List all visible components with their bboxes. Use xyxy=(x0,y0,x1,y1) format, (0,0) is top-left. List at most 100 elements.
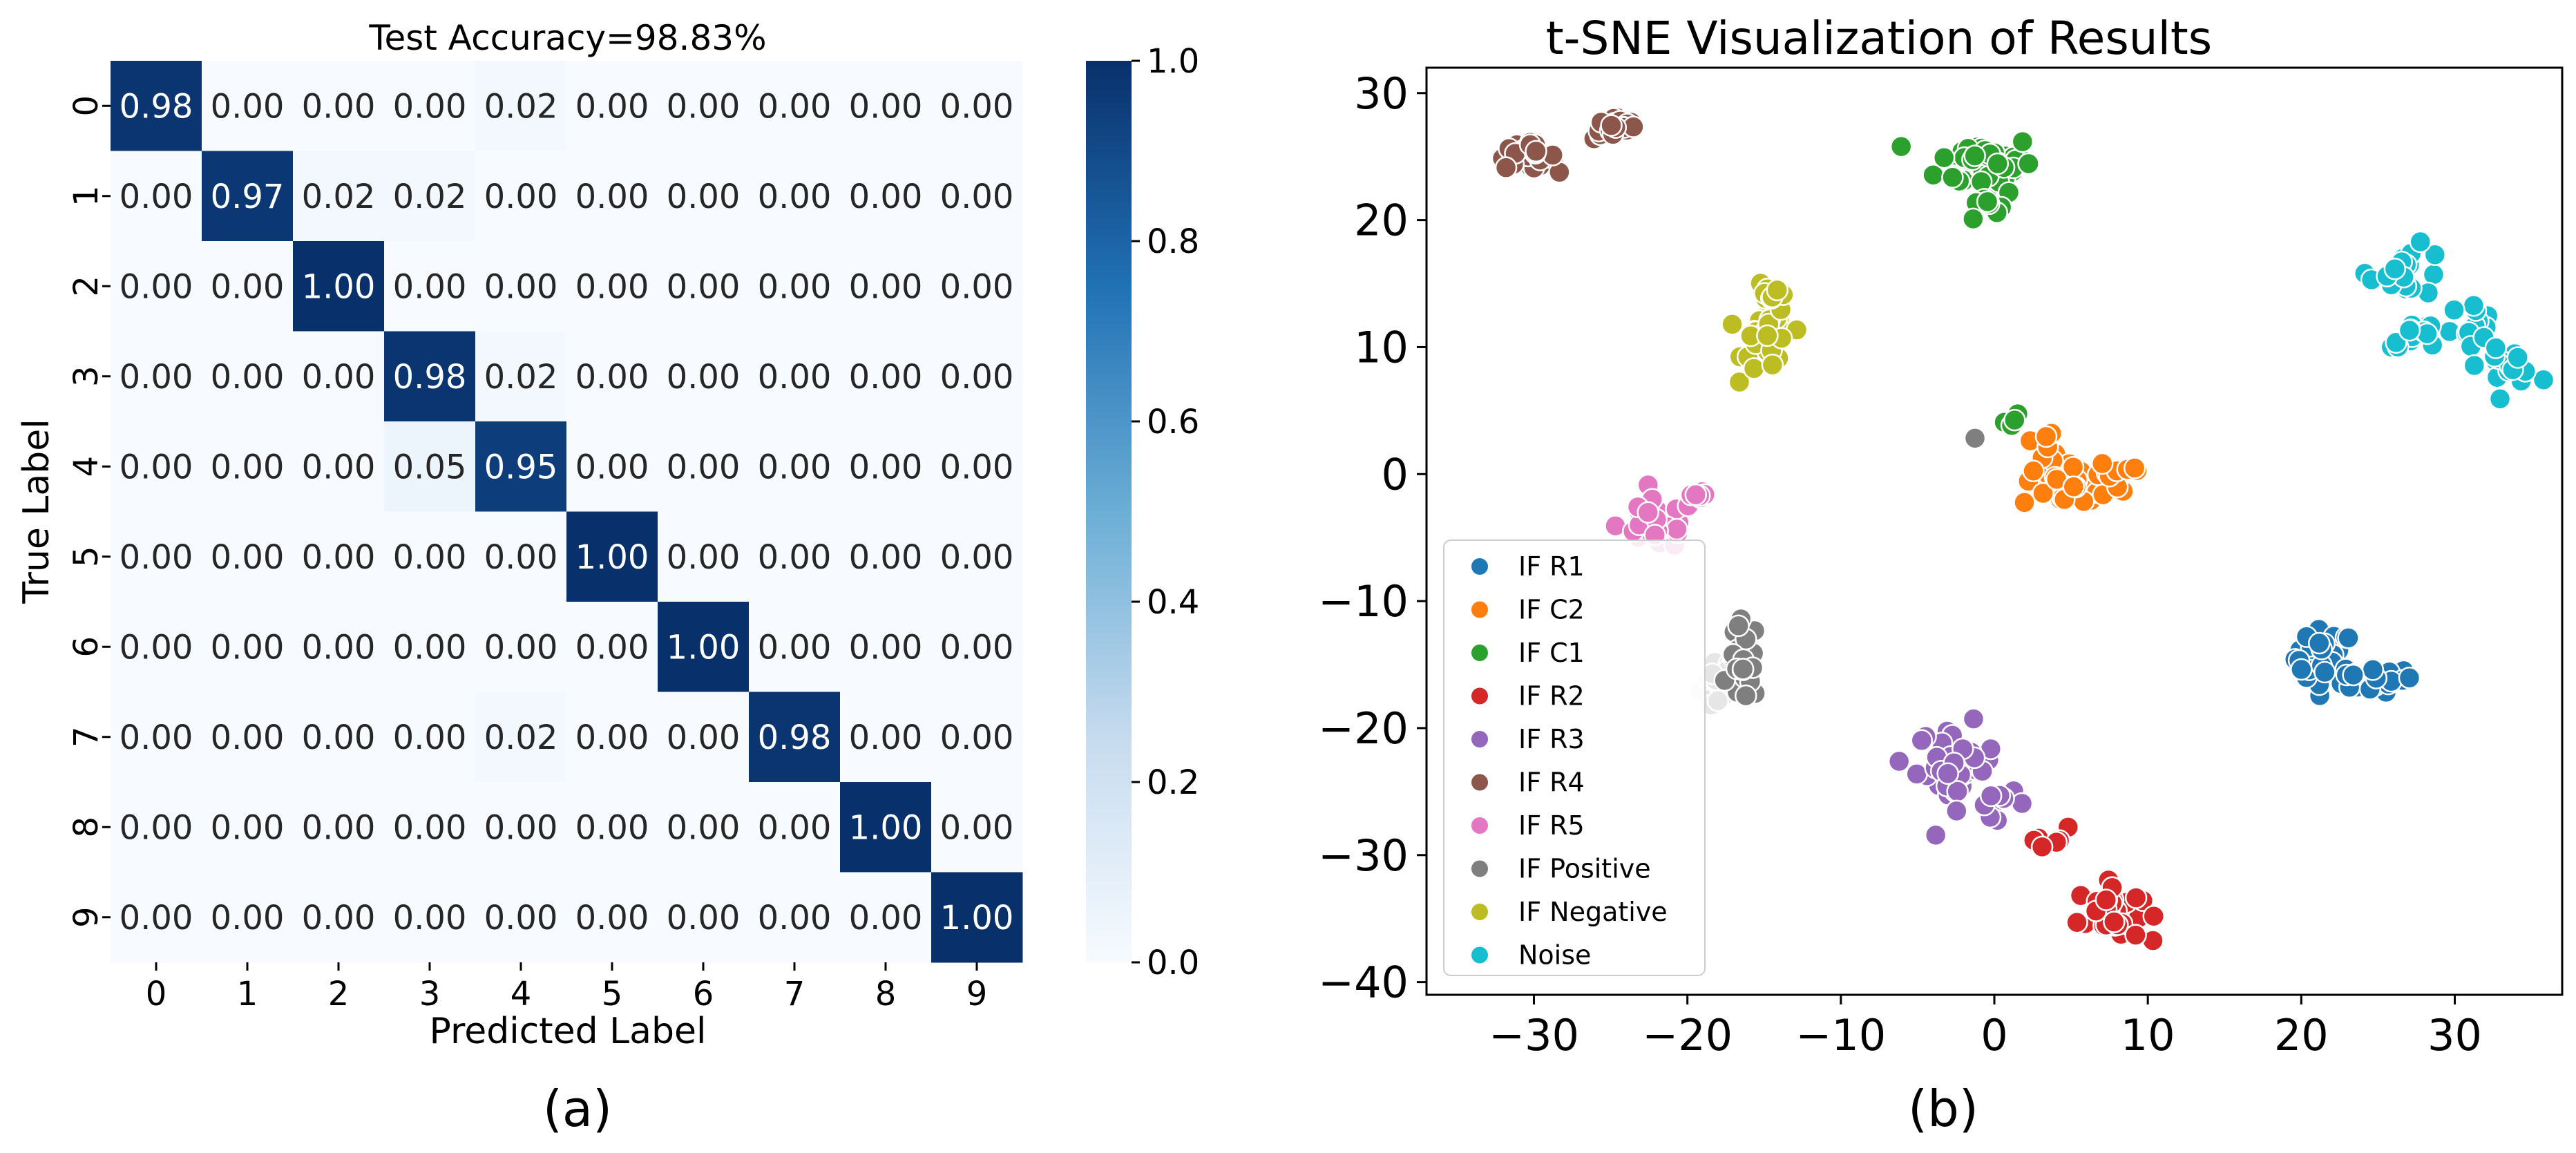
heatmap-cell-0-5 xyxy=(566,61,658,151)
scatter-point-if-r1 xyxy=(2361,658,2385,681)
heatmap-axes: 0 1 2 3 4 5 6 7 8 9 0 1 2 3 4 5 6 7 8 9 xyxy=(67,95,987,1013)
legend-marker-if-c2 xyxy=(1470,600,1489,620)
legend-marker-if-negative xyxy=(1470,902,1489,922)
heatmap-cell-label: 0.00 xyxy=(940,628,1014,667)
heatmap-cell-label: 0.00 xyxy=(667,538,741,577)
scatter-point-if-r3 xyxy=(1979,784,2003,808)
heatmap-y-tick-label: 3 xyxy=(67,365,106,387)
heatmap-cell-label: 0.00 xyxy=(393,87,467,126)
scatter-legend: IF R1 IF C2 IF C1 IF R2 IF R3 IF R4 IF R5 IF Po… xyxy=(1443,540,1706,976)
heatmap-cell-7-1 xyxy=(202,692,294,783)
heatmap-cell-5-9 xyxy=(931,511,1023,602)
heatmap-cell-8-4 xyxy=(475,782,567,873)
scatter-point-if-c1 xyxy=(1976,190,1999,213)
scatter-point-if-c2 xyxy=(2022,459,2045,483)
heatmap-y-tick-label: 2 xyxy=(67,276,106,297)
heatmap-cell-label: 0.00 xyxy=(758,538,832,577)
heatmap-cell-5-3 xyxy=(384,511,476,602)
scatter-point-if-r2 xyxy=(2095,888,2118,911)
heatmap-y-tick-label: 9 xyxy=(67,906,106,928)
panel-label-a: (a) xyxy=(543,1080,612,1138)
heatmap-cell-4-9 xyxy=(931,421,1023,512)
heatmap-cell-label: 0.98 xyxy=(758,718,832,757)
heatmap-cell-6-9 xyxy=(931,602,1023,692)
heatmap-cell-label: 0.00 xyxy=(302,628,376,667)
heatmap-cell-label: 0.00 xyxy=(575,808,649,847)
heatmap-cell-3-6 xyxy=(658,331,750,422)
scatter-point-if-c1 xyxy=(1932,146,1956,169)
heatmap-cell-label: 0.00 xyxy=(393,718,467,757)
heatmap-cell-1-9 xyxy=(931,151,1023,242)
heatmap-cell-label: 0.00 xyxy=(849,718,923,757)
heatmap-cell-label: 0.00 xyxy=(758,267,832,306)
heatmap-cell-2-1 xyxy=(202,241,294,332)
heatmap-cell-8-6 xyxy=(658,782,750,873)
scatter-point-if-c1 xyxy=(2011,130,2034,153)
heatmap-cell-label: 0.00 xyxy=(302,718,376,757)
heatmap-cell-8-9 xyxy=(931,782,1023,873)
heatmap-x-tick-label: 4 xyxy=(511,975,532,1013)
heatmap-cell-0-4 xyxy=(475,61,567,151)
scatter-point-noise xyxy=(2532,368,2555,392)
heatmap-cell-label: 0.00 xyxy=(667,358,741,397)
heatmap-cell-label: 0.00 xyxy=(120,538,193,577)
scatter-y-tick-label: −30 xyxy=(1318,830,1409,881)
heatmap-cell-7-0 xyxy=(111,692,202,783)
heatmap-cell-label: 0.00 xyxy=(667,448,741,486)
heatmap-cell-9-7 xyxy=(749,872,841,963)
scatter-x-tick-label: −10 xyxy=(1795,1010,1886,1060)
heatmap-x-tick-label: 9 xyxy=(966,975,988,1013)
heatmap-cell-label: 0.00 xyxy=(302,808,376,847)
scatter-point-if-r3 xyxy=(1945,799,1968,823)
heatmap-cell-label: 0.98 xyxy=(120,87,193,126)
heatmap-cell-3-0 xyxy=(111,331,202,422)
heatmap-cell-label: 1.00 xyxy=(849,808,923,847)
heatmap-cell-8-3 xyxy=(384,782,476,873)
scatter-point-if-c1 xyxy=(1889,135,1913,158)
heatmap-cell-label: 0.00 xyxy=(211,899,285,937)
heatmap-cell-2-5 xyxy=(566,241,658,332)
heatmap-cell-1-3 xyxy=(384,151,476,242)
heatmap-cell-4-8 xyxy=(840,421,932,512)
scatter-point-if-r3 xyxy=(1887,750,1911,773)
heatmap-cell-3-4 xyxy=(475,331,567,422)
heatmap-cell-8-2 xyxy=(293,782,385,873)
legend-label: IF R3 xyxy=(1518,724,1585,754)
heatmap-cell-6-1 xyxy=(202,602,294,692)
heatmap-cell-8-5 xyxy=(566,782,658,873)
heatmap-cell-label: 0.00 xyxy=(393,628,467,667)
heatmap-cells: 0.98 0.00 0.00 0.00 0.02 0.00 0.00 0.00 0.00 0.00… xyxy=(111,61,1023,963)
heatmap-cell-label: 0.00 xyxy=(575,178,649,216)
heatmap-cell-label: 0.00 xyxy=(211,87,285,126)
heatmap-xlabel: Predicted Label xyxy=(430,1011,707,1052)
heatmap-cell-1-8 xyxy=(840,151,932,242)
heatmap-cell-1-5 xyxy=(566,151,658,242)
heatmap-cell-label: 0.00 xyxy=(849,538,923,577)
colorbar-tick-label: 0.8 xyxy=(1147,222,1199,261)
heatmap-cell-label: 0.00 xyxy=(484,628,558,667)
heatmap-cell-5-8 xyxy=(840,511,932,602)
heatmap-cell-0-9 xyxy=(931,61,1023,151)
scatter-point-if-negative xyxy=(1761,353,1784,377)
heatmap-cell-7-2 xyxy=(293,692,385,783)
heatmap-cell-label: 0.00 xyxy=(575,87,649,126)
scatter-point-noise xyxy=(2423,243,2447,267)
scatter-point-if-negative xyxy=(1742,357,1766,380)
heatmap-cell-9-5 xyxy=(566,872,658,963)
heatmap-cell-label: 0.00 xyxy=(849,628,923,667)
heatmap-cell-label: 0.02 xyxy=(484,87,558,126)
heatmap-y-tick-label: 4 xyxy=(67,456,106,477)
scatter-point-if-c1 xyxy=(2003,408,2026,432)
scatter-x-tick-label: 0 xyxy=(1981,1010,2007,1060)
heatmap-cell-label: 0.00 xyxy=(211,448,285,486)
heatmap-cell-2-0 xyxy=(111,241,202,332)
heatmap-cell-label: 0.00 xyxy=(120,178,193,216)
scatter-y-tick-label: −10 xyxy=(1318,576,1409,627)
heatmap-cell-4-2 xyxy=(293,421,385,512)
legend-marker-if-positive xyxy=(1470,859,1489,879)
legend-marker-if-c1 xyxy=(1470,643,1489,663)
heatmap-cell-3-2 xyxy=(293,331,385,422)
heatmap-cell-label: 0.00 xyxy=(302,87,376,126)
heatmap-cell-label: 0.00 xyxy=(484,808,558,847)
scatter-point-if-r5 xyxy=(1637,501,1659,524)
